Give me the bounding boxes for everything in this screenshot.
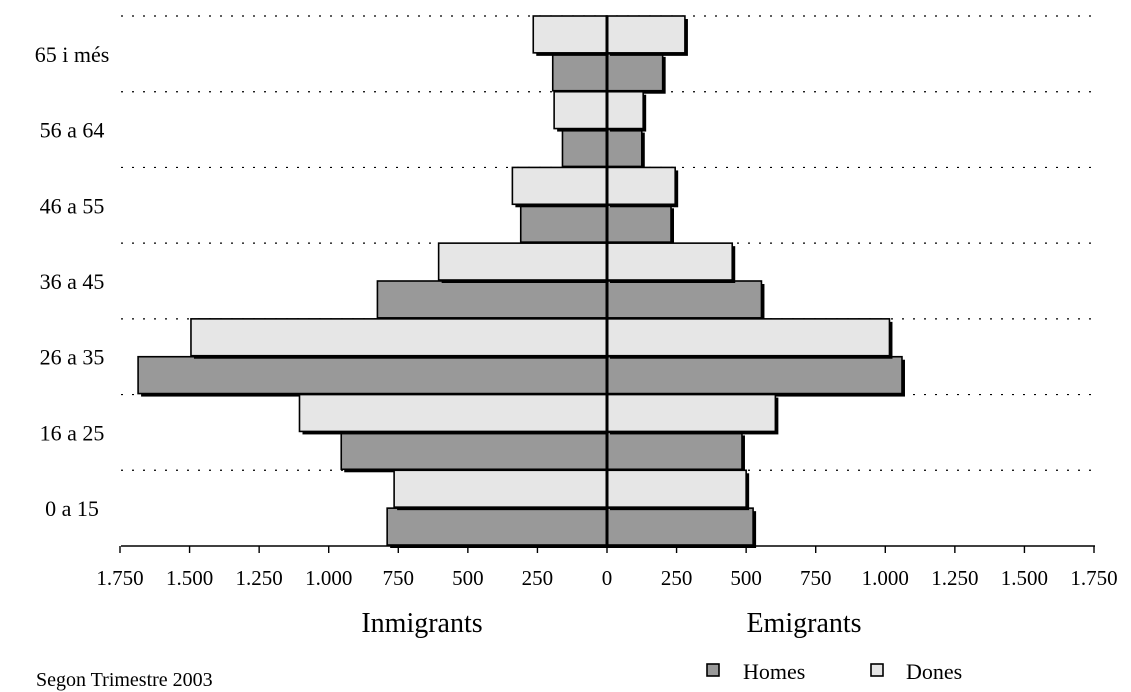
legend-swatch-homes — [706, 663, 720, 677]
bar-emigrants-dones-4 — [606, 166, 676, 206]
bar-inmigrants-dones-5 — [553, 90, 608, 130]
bar-inmigrants-homes-0 — [386, 507, 608, 546]
bar-emigrants-dones-5 — [606, 90, 644, 130]
x-tick-label: 1.750 — [1070, 566, 1117, 590]
bar-inmigrants-dones-2 — [190, 318, 608, 357]
x-tick-label: 1.000 — [862, 566, 909, 590]
x-tick-label: 500 — [730, 566, 762, 590]
bars — [137, 15, 905, 548]
x-tick-label: 1.500 — [1001, 566, 1048, 590]
x-tick-label: 1.000 — [305, 566, 352, 590]
legend-label-homes: Homes — [743, 659, 805, 684]
bar-inmigrants-dones-3 — [437, 242, 608, 281]
x-tick-label: 750 — [800, 566, 832, 590]
panel-label-emigrants: Emigrants — [746, 608, 861, 639]
legend-swatch-dones — [870, 663, 884, 677]
bar-inmigrants-dones-1 — [298, 393, 608, 433]
x-tick-label: 500 — [452, 566, 484, 590]
bar-emigrants-homes-0 — [606, 507, 754, 546]
bar-emigrants-homes-3 — [606, 280, 763, 319]
x-tick-label: 0 — [602, 566, 613, 590]
bar-inmigrants-homes-1 — [340, 431, 608, 471]
bar-emigrants-dones-6 — [606, 15, 686, 54]
legend-label-dones: Dones — [906, 659, 962, 684]
bar-inmigrants-homes-3 — [376, 280, 608, 319]
category-label: 56 a 64 — [40, 118, 105, 143]
bar-emigrants-dones-1 — [606, 393, 777, 433]
bar-inmigrants-homes-5 — [561, 128, 608, 168]
bar-emigrants-homes-6 — [606, 53, 664, 92]
x-tick-label: 1.750 — [96, 566, 143, 590]
x-axis-ticks: 1.750 1.500 1.250 1.000 750 500 250 0 250 500 750 1… — [96, 546, 1118, 590]
age-group-labels: 0 a 15 16 a 25 26 a 35 36 a 45 46 a 55 56 a 6… — [35, 42, 110, 521]
bar-inmigrants-dones-0 — [393, 469, 608, 508]
bar-emigrants-dones-3 — [606, 242, 734, 281]
bar-inmigrants-homes-2 — [137, 355, 608, 395]
category-label: 36 a 45 — [40, 269, 105, 294]
x-tick-label: 1.250 — [931, 566, 978, 590]
bar-emigrants-dones-2 — [606, 318, 891, 357]
category-label: 0 a 15 — [45, 496, 99, 521]
category-label: 46 a 55 — [40, 193, 105, 218]
category-label: 26 a 35 — [40, 345, 105, 370]
bar-inmigrants-homes-4 — [519, 204, 608, 243]
category-label: 16 a 25 — [40, 420, 105, 445]
axes — [121, 16, 1095, 547]
bar-inmigrants-dones-4 — [511, 166, 608, 206]
bar-inmigrants-dones-6 — [532, 15, 608, 54]
bar-emigrants-homes-1 — [606, 431, 743, 471]
bar-emigrants-homes-2 — [606, 355, 903, 395]
x-tick-label: 250 — [522, 566, 554, 590]
x-tick-label: 1.250 — [236, 566, 283, 590]
bar-emigrants-homes-5 — [606, 128, 643, 168]
bar-emigrants-homes-4 — [606, 204, 672, 243]
legend: Homes Dones — [706, 659, 962, 684]
x-tick-label: 750 — [383, 566, 415, 590]
bar-inmigrants-homes-6 — [551, 53, 608, 92]
panel-label-inmigrants: Inmigrants — [361, 608, 482, 639]
x-tick-label: 1.500 — [166, 566, 213, 590]
x-tick-label: 250 — [661, 566, 693, 590]
footnote-period: Segon Trimestre 2003 — [36, 669, 213, 691]
category-label: 65 i més — [35, 42, 110, 67]
bar-emigrants-dones-0 — [606, 469, 747, 508]
